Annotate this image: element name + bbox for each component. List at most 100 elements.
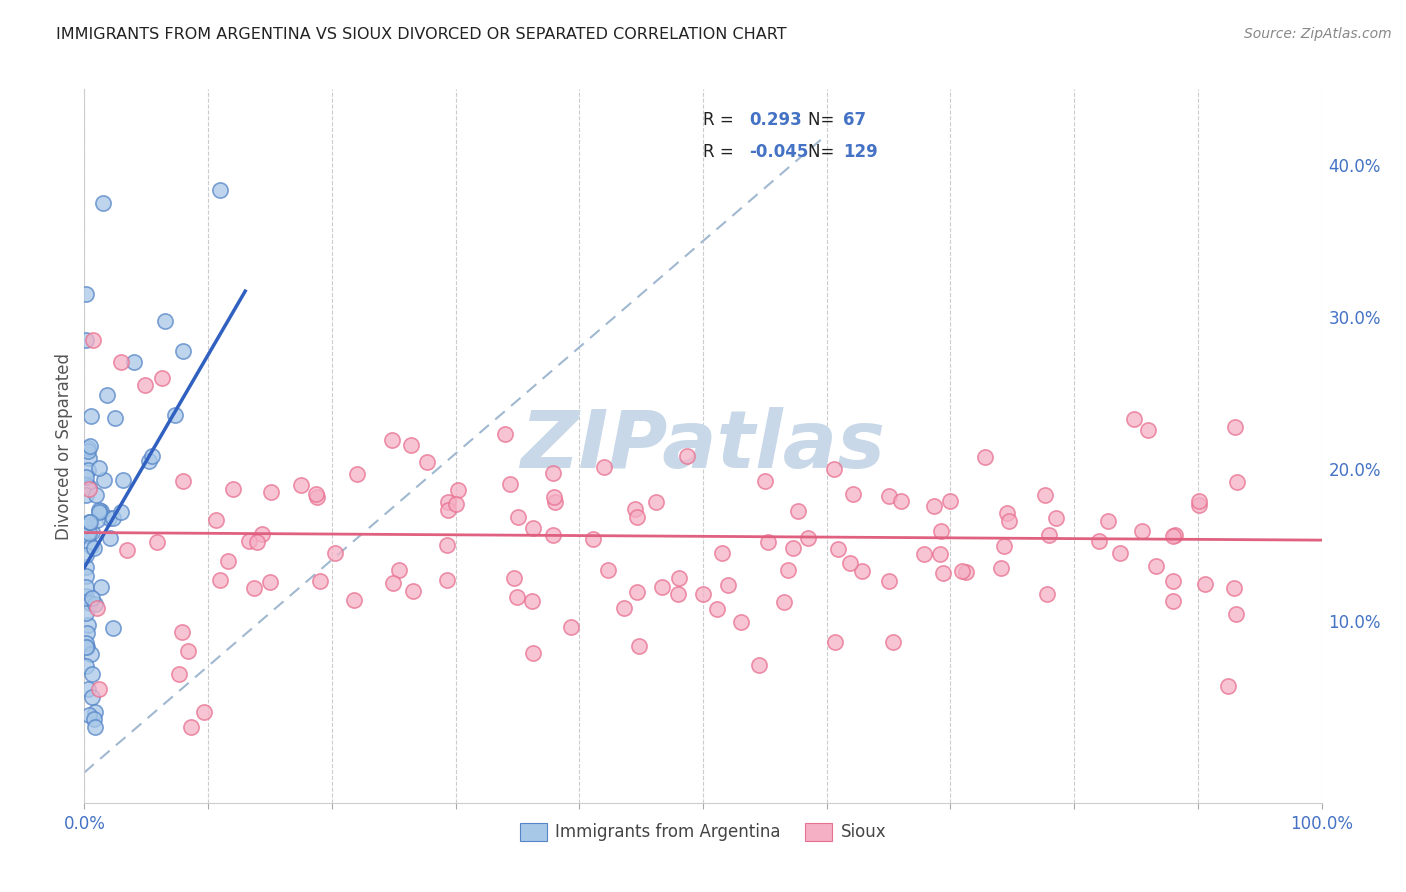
Point [75,659,97,673]
Point [84,705,107,719]
Point [827,542,849,557]
Point [955,565,977,579]
Point [499,477,522,491]
Point [80,690,103,704]
Point [710,545,733,559]
Point [1033,488,1056,502]
Point [997,514,1019,528]
Point [1036,587,1059,601]
Point [138,454,160,468]
Point [98,511,121,525]
Point [101,621,124,635]
Point [543,490,565,504]
Point [238,534,260,549]
Point [1163,593,1185,607]
Point [666,587,689,601]
Point [1038,528,1060,542]
Point [582,532,605,546]
Point [83,541,105,555]
Point [444,497,467,511]
Point [290,478,312,492]
Point [436,538,458,552]
Point [77,463,100,477]
Point [259,484,281,499]
Legend: Immigrants from Argentina, Sioux: Immigrants from Argentina, Sioux [513,816,893,848]
Point [76,478,98,492]
Point [877,574,900,589]
Point [177,644,200,658]
Point [877,489,900,503]
Text: R =: R = [703,143,740,161]
Text: Source: ZipAtlas.com: Source: ZipAtlas.com [1244,27,1392,41]
Point [928,547,950,561]
Point [305,490,328,504]
Point [1122,411,1144,425]
Point [75,569,97,583]
Text: N=: N= [808,143,839,161]
Point [222,482,245,496]
Point [717,578,740,592]
Point [628,639,651,653]
Point [75,519,97,533]
Point [75,470,97,484]
Point [75,580,97,594]
Point [76,528,98,542]
Point [1045,510,1067,524]
Point [544,494,567,508]
Point [86,600,108,615]
Point [110,505,132,519]
Point [416,455,439,469]
Point [1223,419,1246,434]
Point [75,548,97,562]
Point [541,467,564,481]
Point [77,451,100,466]
Point [79,647,101,661]
Point [309,574,332,588]
Point [246,534,269,549]
Point [93,473,115,487]
Point [797,531,820,545]
Point [346,467,368,481]
Point [882,634,904,648]
Point [401,438,423,452]
Point [115,543,138,558]
Point [613,601,636,615]
Text: IMMIGRANTS FROM ARGENTINA VS SIOUX DIVORCED OR SEPARATED CORRELATION CHART: IMMIGRANTS FROM ARGENTINA VS SIOUX DIVOR… [56,27,787,42]
Point [76,626,98,640]
Point [506,509,529,524]
Point [522,646,544,660]
Point [929,524,952,538]
Point [824,635,846,649]
Point [939,493,962,508]
Point [259,575,281,590]
Point [624,502,647,516]
Point [172,475,194,489]
Point [782,541,804,555]
Point [170,624,193,639]
Point [1216,679,1239,693]
Point [77,516,100,530]
Point [626,584,648,599]
Point [993,540,1015,554]
Point [950,565,973,579]
Point [730,615,752,629]
Point [91,196,114,211]
Point [593,459,616,474]
Point [90,580,112,594]
Point [668,571,690,585]
Point [1161,574,1184,589]
Text: N=: N= [808,111,839,128]
Point [153,314,176,328]
Point [217,554,239,568]
Point [77,480,100,494]
Point [494,426,516,441]
Point [77,681,100,696]
Point [75,606,97,620]
Point [79,515,101,529]
Point [560,620,582,634]
Point [645,494,668,508]
Point [990,560,1012,574]
Point [90,503,112,517]
Point [922,500,945,514]
Point [75,560,97,574]
